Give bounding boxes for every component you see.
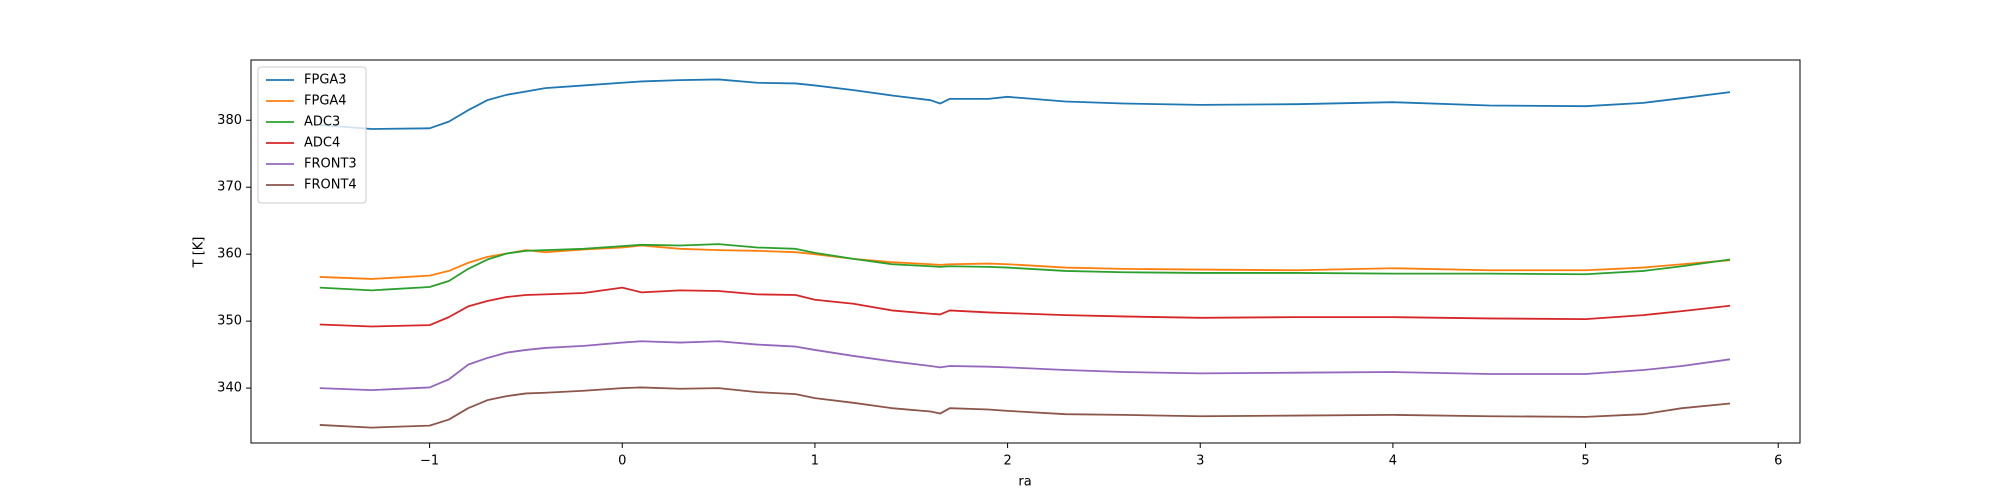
y-tick-label: 350: [217, 314, 242, 329]
x-tick-label: 2: [1003, 454, 1011, 469]
x-tick-label: −1: [420, 454, 439, 469]
legend-label: ADC4: [304, 136, 340, 151]
series-line: [319, 386, 1731, 429]
series-line: [319, 340, 1731, 391]
x-tick-label: 0: [618, 454, 626, 469]
x-tick-label: 3: [1196, 454, 1204, 469]
x-tick-label: 6: [1774, 454, 1782, 469]
series-line: [319, 286, 1731, 328]
y-tick-label: 340: [217, 381, 242, 396]
x-axis-label: ra: [1018, 475, 1031, 490]
x-tick-label: 1: [811, 454, 819, 469]
series-line: [319, 243, 1731, 292]
plot-frame: [250, 59, 1801, 444]
series-line: [319, 78, 1731, 130]
y-axis-label: T [K]: [192, 237, 207, 269]
legend-label: FPGA3: [304, 73, 347, 88]
legend-label: FRONT4: [304, 178, 357, 193]
x-tick-label: 5: [1581, 454, 1589, 469]
legend-label: FRONT3: [304, 157, 357, 172]
legend-label: FPGA4: [304, 94, 347, 109]
y-tick-label: 360: [217, 247, 242, 262]
legend-label: ADC3: [304, 115, 340, 130]
y-tick-label: 380: [217, 113, 242, 128]
x-tick-label: 4: [1389, 454, 1397, 469]
y-tick-label: 370: [217, 180, 242, 195]
